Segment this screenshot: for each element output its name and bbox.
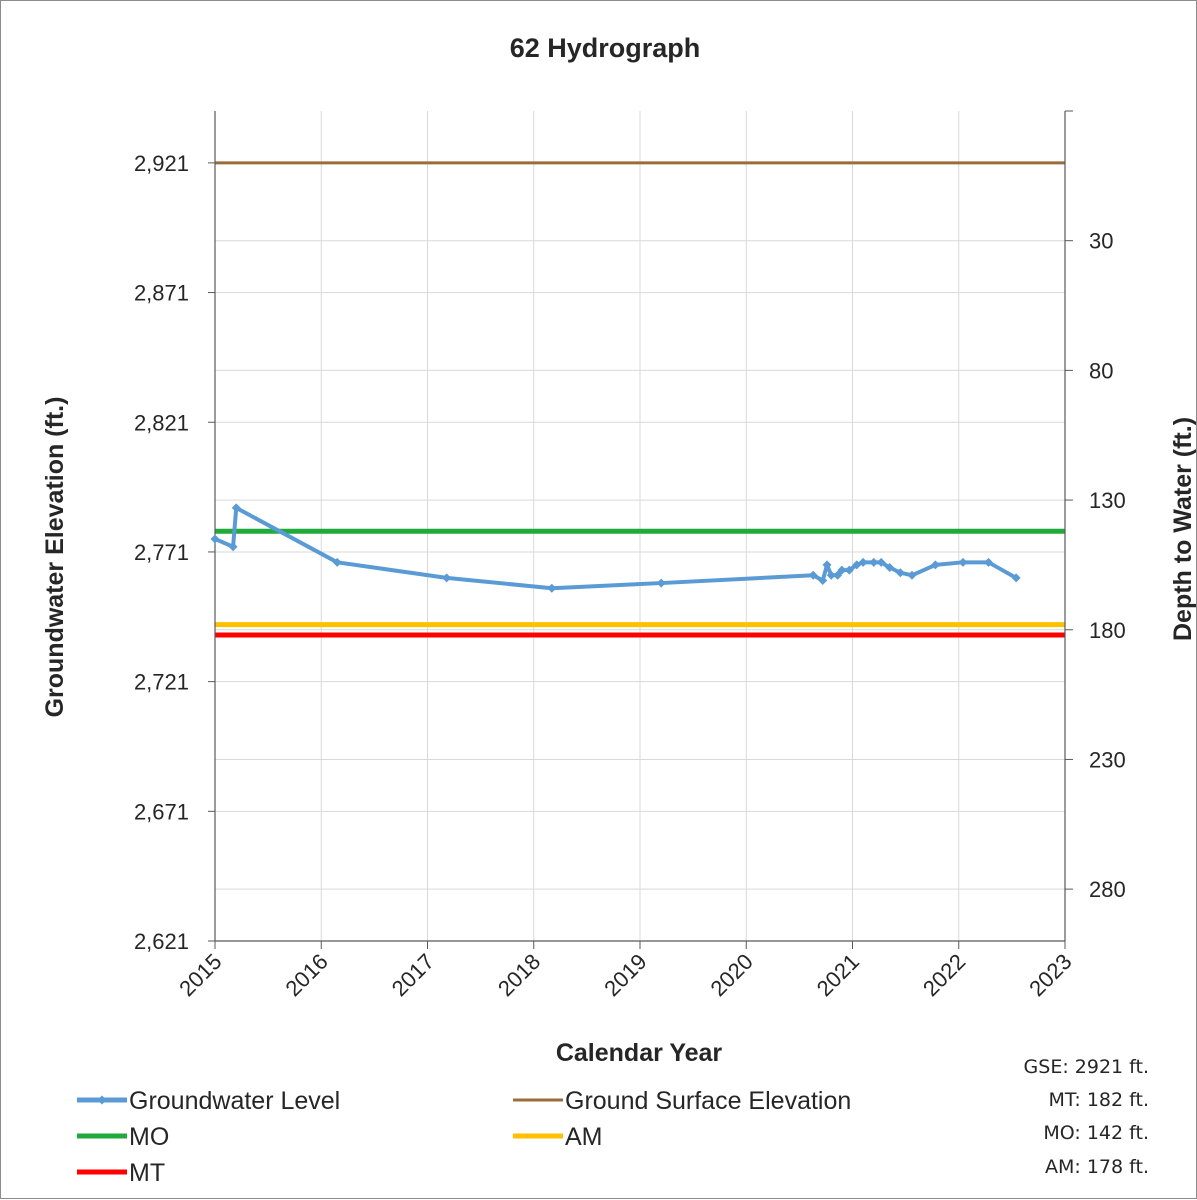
threshold-note: MO: 142 ft.	[1043, 1122, 1149, 1144]
y2-tick-label: 130	[1089, 488, 1126, 513]
groundwater-level-point	[656, 578, 666, 588]
groundwater-level-point	[332, 557, 342, 567]
legend-mt: MT	[77, 1159, 165, 1187]
groundwater-level-point	[958, 557, 968, 567]
groundwater-level-point	[895, 568, 905, 578]
y-axis-title: Groundwater Elevation (ft.)	[41, 397, 69, 718]
y-tick-label: 2,621	[134, 929, 189, 954]
x-tick-label: 2020	[705, 949, 757, 1001]
y-tick-label: 2,721	[134, 670, 189, 695]
groundwater-series	[210, 503, 1021, 593]
groundwater-level-point	[984, 557, 993, 567]
groundwater-level-point	[858, 557, 868, 567]
groundwater-level-line	[214, 505, 1018, 591]
legend-groundwater-level: Groundwater Level	[77, 1087, 340, 1115]
x-tick-label: 2023	[1024, 949, 1076, 1001]
groundwater-level-point	[822, 560, 832, 570]
groundwater-level-point	[869, 557, 879, 567]
x-tick-labels: 2015 2016 2017 2018 2019 2020 2021 2022 2023	[174, 949, 1076, 1001]
groundwater-level-point	[818, 575, 828, 585]
x-axis-title: Calendar Year	[556, 1039, 723, 1067]
axes	[208, 110, 1073, 949]
y2-tick-label: 180	[1089, 618, 1126, 643]
groundwater-level-point	[930, 560, 940, 570]
groundwater-level-point	[1011, 573, 1021, 583]
groundwater-level-point	[907, 570, 917, 580]
x-tick-label: 2015	[174, 949, 226, 1001]
groundwater-level-point	[547, 583, 557, 593]
y-tick-label: 2,921	[134, 151, 189, 176]
y2-tick-label: 230	[1089, 747, 1126, 772]
y2-axis-title: Depth to Water (ft.)	[1169, 417, 1197, 641]
groundwater-level-point	[844, 565, 854, 575]
threshold-note: GSE: 2921 ft.	[1024, 1056, 1149, 1078]
legend-label: MO	[129, 1123, 169, 1151]
legend-label: AM	[565, 1123, 603, 1151]
x-tick-label: 2017	[387, 949, 439, 1001]
chart-title: 62 Hydrograph	[510, 33, 701, 63]
groundwater-level-point	[210, 534, 220, 544]
threshold-note: AM: 178 ft.	[1045, 1156, 1149, 1178]
reference-lines	[215, 161, 1065, 638]
groundwater-level-point	[833, 570, 843, 580]
y-tick-label: 2,871	[134, 281, 189, 306]
gridlines	[214, 111, 1066, 942]
y2-tick-label: 80	[1089, 358, 1113, 383]
y2-tick-labels: 30 80 130 180 230 280	[1089, 229, 1126, 902]
groundwater-level-point	[808, 570, 818, 580]
legend-ground-surface-elevation: Ground Surface Elevation	[513, 1087, 851, 1115]
x-tick-label: 2019	[599, 949, 651, 1001]
legend-am: AM	[513, 1123, 603, 1151]
x-tick-label: 2016	[280, 949, 332, 1001]
x-tick-label: 2018	[493, 949, 545, 1001]
threshold-notes: GSE: 2921 ft. MT: 182 ft. MO: 142 ft. AM: 1…	[1024, 1056, 1149, 1178]
y-tick-label: 2,671	[134, 799, 189, 824]
groundwater-level-point	[442, 573, 452, 583]
y2-tick-label: 30	[1089, 229, 1113, 254]
y-tick-labels: 2,621 2,671 2,721 2,771 2,821 2,871 2,921	[134, 151, 189, 954]
legend-marker	[97, 1095, 107, 1105]
legend: Groundwater Level Ground Surface Elevatio…	[77, 1087, 851, 1187]
y-tick-label: 2,821	[134, 410, 189, 435]
y-tick-label: 2,771	[134, 540, 189, 565]
legend-label: Ground Surface Elevation	[565, 1087, 851, 1115]
groundwater-level-point	[826, 570, 836, 580]
x-tick-label: 2022	[918, 949, 970, 1001]
x-tick-label: 2021	[812, 949, 864, 1001]
groundwater-level-point	[228, 542, 238, 552]
groundwater-level-point	[885, 563, 895, 572]
y2-tick-label: 280	[1089, 877, 1126, 902]
groundwater-level-point	[837, 565, 847, 575]
legend-label: MT	[129, 1159, 165, 1187]
legend-mo: MO	[77, 1123, 169, 1151]
threshold-note: MT: 182 ft.	[1048, 1089, 1149, 1111]
groundwater-level-point	[876, 557, 886, 567]
groundwater-level-point	[231, 503, 241, 513]
legend-label: Groundwater Level	[129, 1087, 340, 1115]
